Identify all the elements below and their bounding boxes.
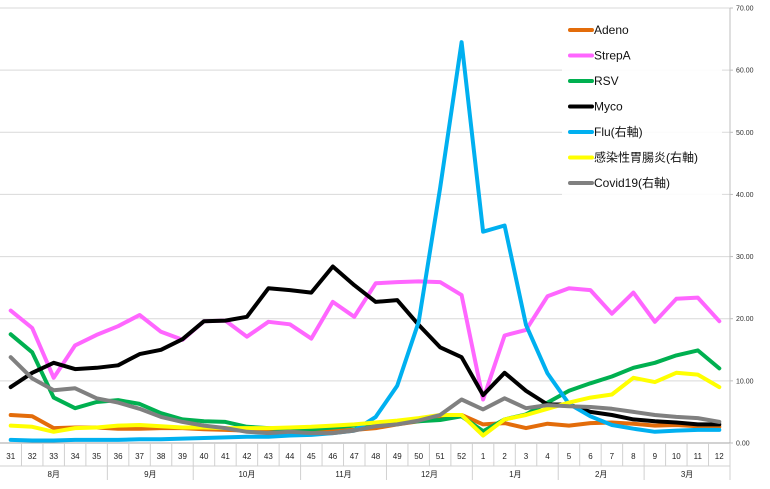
right-tick-label: 40.00 xyxy=(736,192,754,199)
legend-label: StrepA xyxy=(594,49,631,63)
x-tick-label: 39 xyxy=(178,452,187,461)
x-tick-label: 44 xyxy=(285,452,294,461)
x-tick-label: 12 xyxy=(715,452,724,461)
x-tick-label: 5 xyxy=(567,452,572,461)
x-tick-label: 34 xyxy=(71,452,80,461)
right-tick-label: 60.00 xyxy=(736,68,754,75)
month-label: 1月 xyxy=(509,470,521,479)
x-axis: 31 32 33 34 35 36 37 38 39 40 41 42 43 44 45 46 47 48 49 50… xyxy=(0,442,731,480)
legend-label: Adeno xyxy=(594,23,629,37)
legend-label: Covid19(右軸) xyxy=(594,175,670,190)
x-tick-label: 51 xyxy=(436,452,445,461)
legend: Adeno StrepA RSV Myco Flu(右軸) 感染性胃腸炎(右軸) Covid… xyxy=(562,14,722,198)
x-tick-label: 38 xyxy=(157,452,166,461)
legend-label: RSV xyxy=(594,74,619,88)
x-tick-label: 3 xyxy=(524,452,529,461)
x-tick-label: 35 xyxy=(92,452,101,461)
x-tick-label: 33 xyxy=(49,452,58,461)
month-label: 8月 xyxy=(47,470,59,479)
month-label: 10月 xyxy=(238,470,255,479)
x-tick-label: 10 xyxy=(672,452,681,461)
x-tick-label: 6 xyxy=(588,452,593,461)
right-tick-label: 30.00 xyxy=(736,254,754,261)
month-label: 9月 xyxy=(144,470,156,479)
x-tick-label: 37 xyxy=(135,452,144,461)
x-tick-label: 49 xyxy=(393,452,402,461)
x-tick-label: 2 xyxy=(502,452,507,461)
x-tick-label: 9 xyxy=(653,452,658,461)
x-tick-label: 41 xyxy=(221,452,230,461)
x-tick-label: 31 xyxy=(6,452,15,461)
series-line-gastro xyxy=(8,370,722,438)
right-tick-label: 50.00 xyxy=(736,130,754,137)
right-tick-label: 20.00 xyxy=(736,316,754,323)
series-line-strepa xyxy=(8,279,722,402)
x-tick-label: 48 xyxy=(371,452,380,461)
x-tick-label: 45 xyxy=(307,452,316,461)
x-tick-label: 52 xyxy=(457,452,466,461)
month-label: 2月 xyxy=(595,470,607,479)
gridlines xyxy=(0,7,730,444)
legend-label: 感染性胃腸炎(右軸) xyxy=(594,150,698,165)
series-lines xyxy=(8,40,722,443)
series-line-covid19 xyxy=(8,355,722,436)
x-tick-label: 46 xyxy=(328,452,337,461)
x-tick-label: 7 xyxy=(610,452,615,461)
x-tick-label: 50 xyxy=(414,452,423,461)
month-label: 12月 xyxy=(421,470,438,479)
x-tick-label: 11 xyxy=(694,452,703,461)
right-tick-label: 0.00 xyxy=(736,441,750,448)
x-tick-label: 47 xyxy=(350,452,359,461)
x-tick-label: 4 xyxy=(545,452,550,461)
right-tick-label: 10.00 xyxy=(736,378,754,385)
month-label: 3月 xyxy=(681,470,693,479)
x-tick-label: 42 xyxy=(242,452,251,461)
series-line-myco xyxy=(8,264,722,427)
x-tick-label: 1 xyxy=(481,452,486,461)
legend-label: Flu(右軸) xyxy=(594,124,643,139)
x-tick-label: 36 xyxy=(114,452,123,461)
month-label: 11月 xyxy=(335,470,351,479)
right-tick-label: 70.00 xyxy=(736,6,754,13)
x-tick-label: 32 xyxy=(28,452,37,461)
x-tick-label: 43 xyxy=(264,452,273,461)
x-tick-label: 8 xyxy=(631,452,636,461)
x-tick-label: 40 xyxy=(200,452,209,461)
right-axis: 0.00 10.00 20.00 30.00 40.00 50.00 60.00 70.00 xyxy=(729,6,754,448)
legend-label: Myco xyxy=(594,100,623,114)
